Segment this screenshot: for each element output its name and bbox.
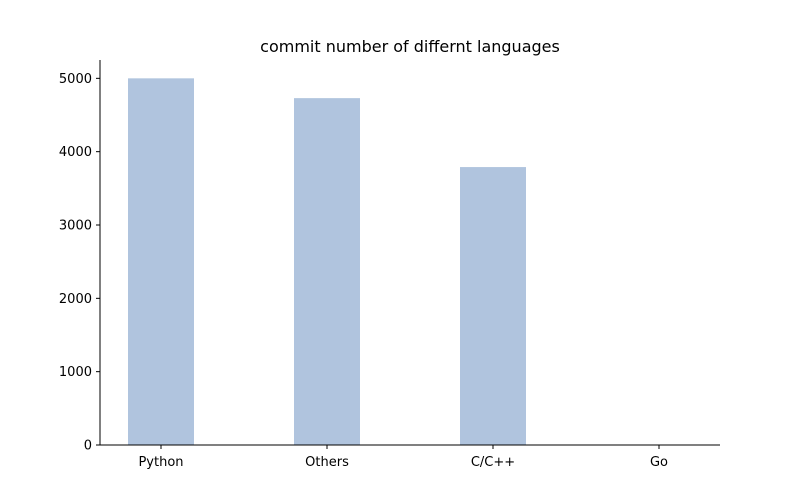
x-axis: Python Others C/C++ Go (100, 444, 720, 470)
x-tick-label: C/C++ (471, 455, 515, 470)
x-tick-label: Others (305, 455, 349, 470)
x-tick-label: Python (138, 455, 183, 470)
y-tick-label: 4000 (59, 145, 92, 160)
bar-python (128, 78, 194, 445)
bars-group (128, 78, 692, 446)
y-tick-label: 0 (84, 439, 92, 454)
bar-others (294, 98, 360, 445)
y-tick-label: 5000 (59, 72, 92, 87)
y-tick-label: 1000 (59, 365, 92, 380)
y-tick-label: 3000 (59, 219, 92, 234)
y-axis: 0 1000 2000 3000 4000 5000 (59, 60, 101, 454)
bar-c-c- (460, 167, 526, 446)
x-tick-label: Go (650, 455, 668, 470)
y-tick-label: 2000 (59, 292, 92, 307)
chart-title: commit number of differnt languages (260, 37, 560, 56)
